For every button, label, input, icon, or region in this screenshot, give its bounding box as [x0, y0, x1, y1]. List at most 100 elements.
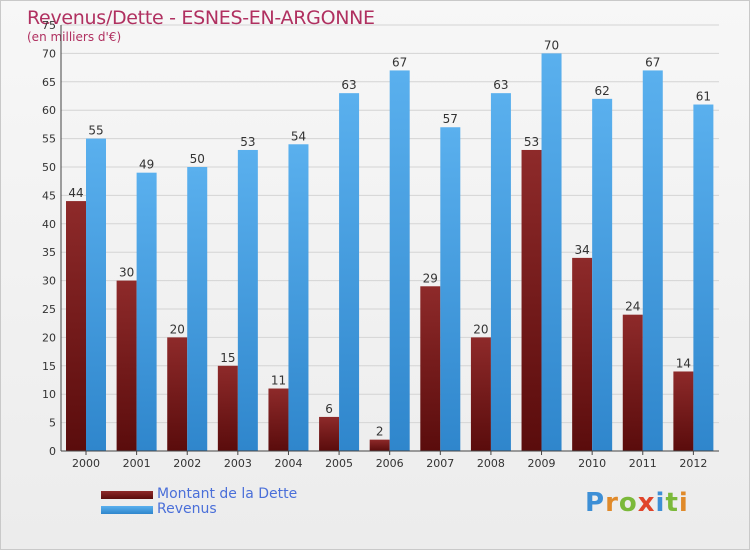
x-tick-label: 2011: [629, 457, 657, 470]
bar-revenus: [642, 70, 663, 451]
bar-dette: [420, 286, 441, 451]
data-label-revenus: 57: [443, 112, 458, 126]
logo-letter: o: [618, 488, 638, 518]
bar-revenus: [541, 53, 562, 452]
y-tick-label: 25: [42, 303, 56, 316]
x-tick-label: 2000: [72, 457, 100, 470]
bar-dette: [521, 149, 542, 451]
bar-dette: [167, 337, 188, 451]
bar-revenus: [237, 149, 258, 451]
data-label-revenus: 67: [645, 55, 660, 69]
bar-revenus: [389, 70, 410, 451]
x-tick-label: 2003: [224, 457, 252, 470]
bar-dette: [470, 337, 491, 451]
x-tick-label: 2005: [325, 457, 353, 470]
y-tick-label: 30: [42, 275, 56, 288]
logo-letter: i: [678, 488, 689, 518]
data-label-revenus: 63: [493, 78, 508, 92]
logo-letter: x: [637, 488, 656, 518]
legend-item-dette: Montant de la Dette: [101, 487, 297, 502]
bar-revenus: [187, 167, 208, 451]
bar-revenus: [136, 172, 157, 451]
data-label-revenus: 55: [88, 124, 103, 138]
data-label-dette: 15: [220, 351, 235, 365]
x-tick-label: 2002: [173, 457, 201, 470]
label-layer: 44 55 30 49 20 50 15 53 11 54 6 63 2 67 29 57 20 63 53 70 34…: [68, 38, 711, 438]
bar-revenus: [693, 104, 714, 452]
x-tick-label: 2007: [426, 457, 454, 470]
data-label-dette: 29: [423, 271, 438, 285]
data-label-dette: 44: [68, 186, 83, 200]
legend-item-revenus: Revenus: [101, 502, 297, 517]
y-tick-label: 40: [42, 218, 56, 231]
data-label-dette: 30: [119, 266, 134, 280]
y-tick-label: 50: [42, 161, 56, 174]
y-tick-label: 35: [42, 246, 56, 259]
x-tick-label: 2004: [274, 457, 302, 470]
y-tick-label: 75: [42, 19, 56, 32]
logo-letter: t: [665, 488, 679, 518]
bar-dette: [116, 280, 137, 451]
data-label-dette: 20: [170, 322, 185, 336]
data-label-dette: 53: [524, 135, 539, 149]
bar-dette: [572, 257, 593, 451]
data-label-dette: 2: [376, 425, 384, 439]
data-label-revenus: 49: [139, 158, 154, 172]
legend: Montant de la Dette Revenus: [101, 487, 297, 517]
bar-dette: [673, 371, 694, 451]
data-label-dette: 20: [473, 322, 488, 336]
data-label-revenus: 70: [544, 38, 559, 52]
data-label-dette: 11: [271, 374, 286, 388]
y-tick-label: 55: [42, 133, 56, 146]
chart-title: Revenus/Dette - ESNES-EN-ARGONNE: [27, 7, 375, 29]
y-tick-label: 5: [49, 417, 56, 430]
data-label-revenus: 53: [240, 135, 255, 149]
legend-label-revenus: Revenus: [157, 501, 217, 517]
data-label-revenus: 67: [392, 55, 407, 69]
y-tick-label: 70: [42, 47, 56, 60]
data-label-revenus: 62: [595, 84, 610, 98]
y-tick-label: 15: [42, 360, 56, 373]
x-tick-label: 2008: [477, 457, 505, 470]
bar-revenus: [592, 98, 613, 451]
axis-layer: 0 5 10 15 20 25 30 35 40 45 50 55 60 65 70 75 2000 2001 20…: [42, 19, 719, 470]
data-label-dette: 24: [625, 300, 640, 314]
logo-letter: P: [585, 488, 606, 518]
y-tick-label: 0: [49, 445, 56, 458]
bar-revenus: [440, 127, 461, 452]
bar-dette: [622, 314, 643, 451]
bar-dette: [217, 365, 238, 451]
bar-layer: [66, 53, 714, 452]
y-tick-label: 45: [42, 189, 56, 202]
x-tick-label: 2012: [679, 457, 707, 470]
data-label-revenus: 50: [190, 152, 205, 166]
bar-dette: [268, 388, 289, 451]
bar-dette: [319, 416, 340, 451]
x-tick-label: 2009: [528, 457, 556, 470]
bar-revenus: [490, 93, 511, 451]
legend-swatch-revenus: [101, 505, 153, 514]
data-label-dette: 14: [676, 356, 691, 370]
legend-swatch-dette: [101, 490, 153, 499]
data-label-revenus: 61: [696, 90, 711, 104]
data-label-revenus: 63: [341, 78, 356, 92]
x-tick-label: 2010: [578, 457, 606, 470]
x-tick-label: 2006: [376, 457, 404, 470]
data-label-dette: 34: [575, 243, 590, 257]
bar-revenus: [339, 93, 360, 451]
bar-dette: [369, 439, 390, 451]
chart-subtitle: (en milliers d'€): [27, 30, 122, 44]
legend-label-dette: Montant de la Dette: [157, 486, 298, 502]
y-tick-label: 60: [42, 104, 56, 117]
bar-dette: [66, 201, 86, 451]
bar-revenus: [86, 138, 106, 451]
y-tick-label: 65: [42, 76, 56, 89]
proxiti-logo: Proxiti: [585, 488, 689, 518]
logo-letter: r: [605, 488, 619, 518]
y-tick-label: 20: [42, 331, 56, 344]
bar-revenus: [288, 144, 309, 451]
x-tick-label: 2001: [123, 457, 151, 470]
y-tick-label: 10: [42, 388, 56, 401]
